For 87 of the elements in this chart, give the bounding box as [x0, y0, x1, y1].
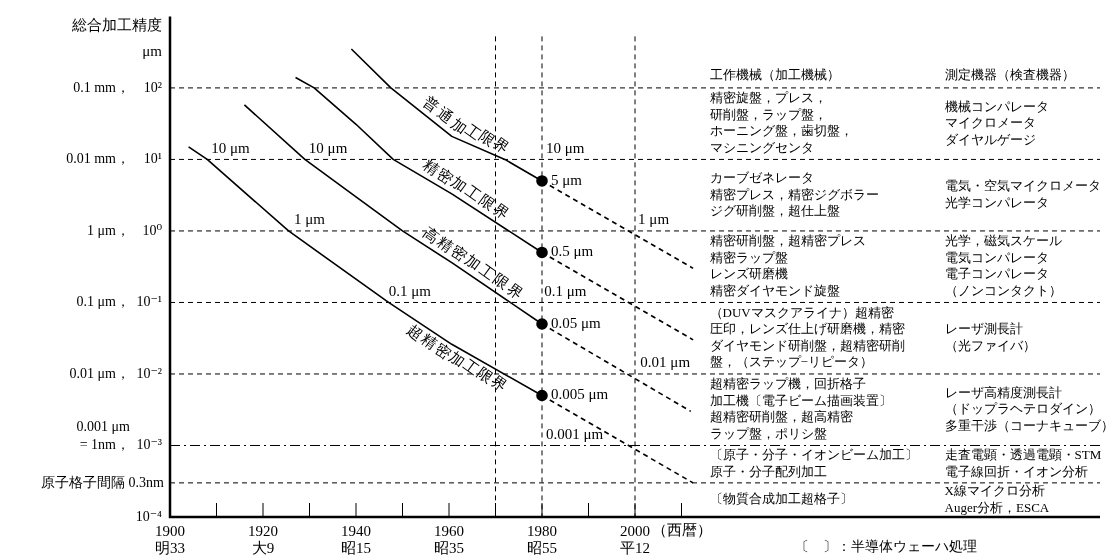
annotation: 研削盤，ラップ盤，: [709, 106, 827, 122]
annotation: 多重干渉（コーナキューブ）: [944, 417, 1112, 433]
annotation: X線マイクロ分析: [944, 483, 1045, 499]
text: 精密加工限界: [419, 156, 512, 223]
text: 昭35: [434, 539, 464, 556]
y-axis-title: 総合加工精度 μm: [71, 17, 163, 60]
annotation: ジグ研削盤，超仕上盤: [709, 203, 840, 219]
annotation: 精密プレス，精密ジグボラー: [709, 186, 879, 202]
text: 平12: [620, 539, 650, 556]
annotation: 0.1 μm: [544, 282, 587, 299]
annotation: 1 μm: [294, 211, 326, 228]
data-label: 5 μm: [551, 171, 583, 188]
annotation: 電子線回折・イオン分析: [944, 463, 1088, 479]
x-tick-label: 1920: [248, 522, 278, 539]
annotation: 機械コンパレータ: [944, 98, 1049, 114]
annotation: 精密旋盤，プレス，: [709, 90, 827, 106]
y-tick-label: 10⁻¹: [136, 294, 162, 310]
annotation: 電子コンパレータ: [944, 266, 1049, 282]
text: 超精密加工限界: [403, 321, 510, 395]
data-label: 0.05 μm: [551, 314, 602, 331]
annotation: 超精密研削盤，超高精密: [709, 409, 853, 425]
y-tick-label: 10⁻³: [136, 437, 162, 453]
ref-line-label: 0.01 mm，: [66, 151, 130, 167]
annotation: レーザ高精度測長計: [944, 384, 1062, 400]
y-tick-label: 10⁻⁴: [135, 508, 163, 524]
annotation: カーブゼネレータ: [709, 170, 814, 186]
data-label: 0.5 μm: [551, 243, 594, 260]
y-tick-label: 10⁰: [142, 222, 163, 238]
annotation: ダイヤモンド研削盤，超精密研削: [709, 337, 905, 353]
annotation: 超精密ラップ機，回折格子: [709, 376, 866, 392]
x-tick-label: 1960: [434, 522, 464, 539]
annotation: 〔物質合成加工超格子〕: [709, 491, 853, 507]
annotation: 0.1 μm: [388, 282, 432, 299]
annotation: 精密ラップ盤: [709, 249, 788, 265]
annotation: 盤，（ステップ−リピータ）: [709, 354, 873, 370]
annotation: ホーニング盤，歯切盤，: [709, 123, 853, 139]
annotation: 0.001 μm: [545, 425, 604, 442]
annotation: 1 μm: [638, 211, 670, 228]
y-tick-label: 10⁻²: [136, 365, 162, 381]
x-tick-label: 1900: [155, 522, 185, 539]
annotation: ダイヤルゲージ: [944, 131, 1036, 147]
annotation: 測定機器（検査機器）: [944, 66, 1075, 82]
annotation: レーザ測長計: [944, 321, 1023, 337]
annotation: 10 μm: [308, 139, 348, 156]
annotation: 原子・分子配列加工: [709, 463, 827, 479]
annotation: レンズ研磨機: [709, 266, 788, 282]
ref-line-label: 0.1 μm，: [76, 294, 130, 310]
text: 〔 〕：半導体ウェーハ処理: [794, 538, 977, 554]
annotation: （ドップラヘテロダイン）: [944, 401, 1101, 417]
annotation: 走査電顕・透過電顕・STM: [944, 447, 1102, 463]
ref-line-label: 0.1 mm，: [73, 79, 130, 95]
annotation: Auger分析，ESCA: [944, 499, 1050, 515]
annotation: 工作機械（加工機械）: [709, 66, 840, 82]
annotation: ラップ盤，ポリシ盤: [709, 425, 827, 441]
y-tick-label: 10²: [143, 79, 162, 95]
y-tick-label: 10¹: [143, 151, 162, 167]
ref-line-label: 0.01 μm，: [69, 365, 130, 381]
x-tick-label: 2000: [620, 522, 650, 539]
annotation: 電気・空気マイクロメータ: [944, 178, 1101, 194]
annotation: 〔原子・分子・イオンビーム加工〕: [709, 447, 918, 463]
annotation: 精密ダイヤモンド旋盤: [709, 282, 840, 298]
annotation: 光学，磁気スケール: [944, 233, 1062, 249]
annotation: 10 μm: [546, 139, 585, 156]
annotation: 電気コンパレータ: [944, 249, 1049, 265]
annotation: （ノンコンタクト）: [944, 282, 1062, 298]
x-axis-title: （西暦）: [651, 521, 712, 538]
text: 普通加工限界: [419, 93, 512, 156]
annotation: 加工機〔電子ビーム描画装置〕: [709, 392, 892, 408]
text: 明33: [155, 539, 185, 556]
text: 昭15: [341, 539, 371, 556]
annotation: 圧印，レンズ仕上げ研磨機，精密: [709, 321, 905, 337]
text: 昭55: [527, 539, 557, 556]
annotation: 0.01 μm: [640, 354, 691, 371]
annotation: 精密研削盤，超精密プレス: [709, 233, 866, 249]
ref-line-label: 1 μm，: [87, 222, 130, 238]
x-tick-label: 1980: [527, 522, 557, 539]
annotation: （光ファイバ）: [944, 337, 1036, 353]
annotation: マイクロメータ: [944, 115, 1036, 131]
data-label: 0.005 μm: [551, 386, 609, 403]
ref-line-label: 原子格子間隔 0.3nm: [41, 474, 165, 490]
annotation: 10 μm: [211, 139, 251, 156]
annotation: 光学コンパレータ: [944, 194, 1049, 210]
annotation: マシニングセンタ: [709, 139, 814, 155]
text: 大9: [251, 539, 275, 556]
annotation: （DUVマスクアライナ）超精密: [709, 304, 894, 320]
x-tick-label: 1940: [341, 522, 371, 539]
ref-line-label: 0.001 μm = 1nm，: [76, 419, 131, 453]
